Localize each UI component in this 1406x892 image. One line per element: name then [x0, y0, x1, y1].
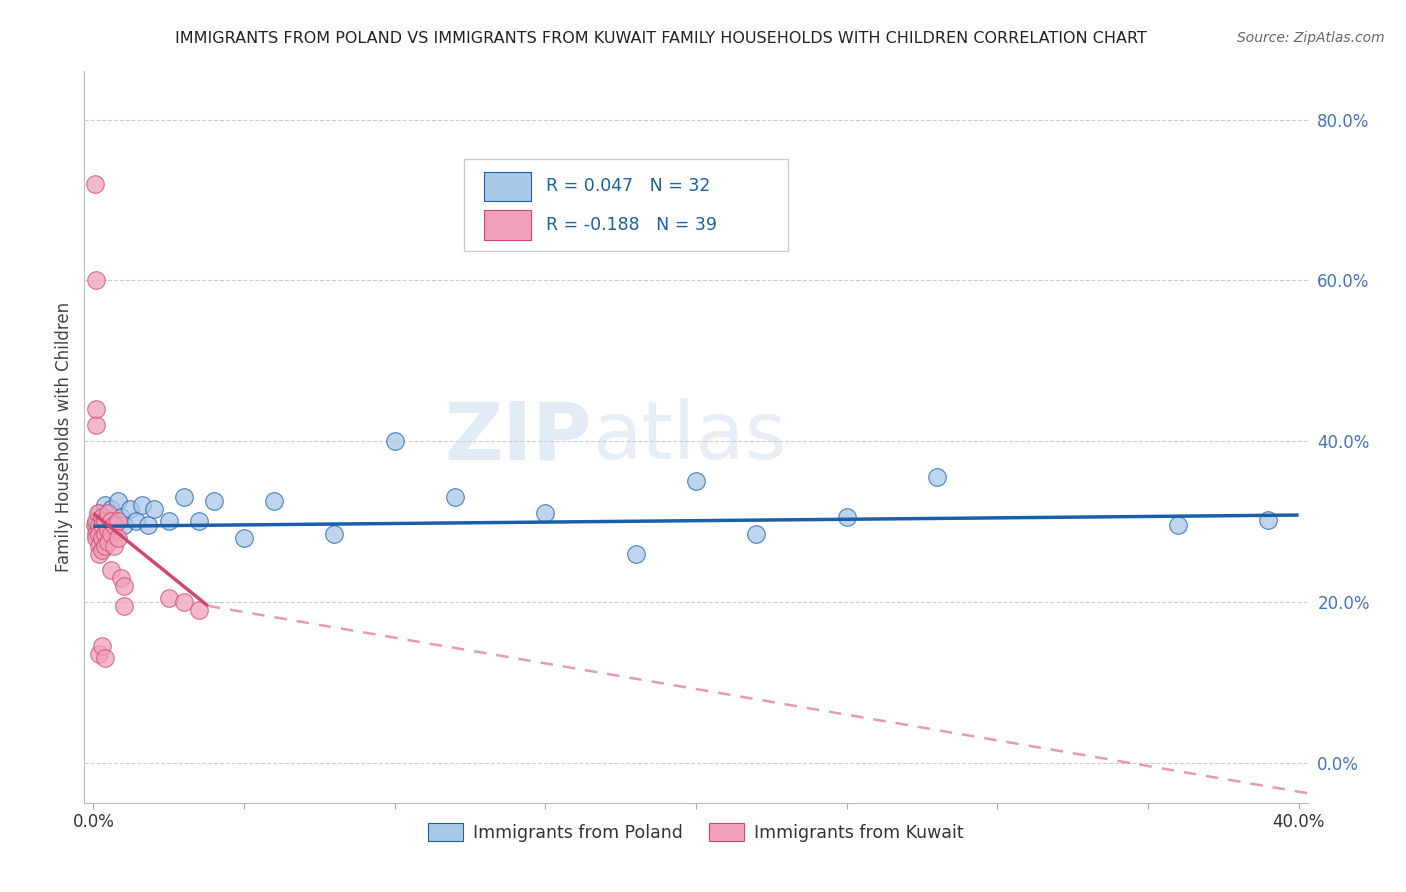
Point	[91, 542, 114, 557]
Point	[444, 491, 467, 505]
Text: Source: ZipAtlas.com: Source: ZipAtlas.com	[1237, 31, 1385, 45]
Point	[187, 603, 209, 617]
Point	[94, 539, 117, 553]
Point	[94, 499, 117, 513]
Point	[91, 510, 114, 524]
Point	[100, 526, 122, 541]
Point	[94, 651, 117, 665]
Point	[84, 526, 107, 541]
Point	[131, 499, 153, 513]
Y-axis label: Family Households with Children: Family Households with Children	[55, 302, 73, 572]
Point	[89, 547, 111, 561]
Point	[94, 526, 117, 541]
Point	[100, 502, 122, 516]
Text: atlas: atlas	[592, 398, 786, 476]
Point	[87, 507, 110, 521]
Point	[103, 518, 125, 533]
Point	[89, 647, 111, 661]
Point	[86, 515, 108, 529]
Point	[624, 547, 647, 561]
Point	[91, 518, 114, 533]
Text: R = -0.188   N = 39: R = -0.188 N = 39	[546, 216, 717, 234]
FancyBboxPatch shape	[464, 159, 787, 251]
Point	[86, 273, 108, 287]
Point	[112, 599, 135, 613]
Point	[110, 510, 132, 524]
Point	[124, 515, 146, 529]
Point	[110, 571, 132, 585]
Point	[94, 515, 117, 529]
Point	[89, 539, 111, 553]
Point	[103, 539, 125, 553]
Point	[97, 507, 120, 521]
Point	[91, 523, 114, 537]
Point	[534, 507, 557, 521]
Point	[100, 515, 122, 529]
Point	[97, 515, 120, 529]
Point	[685, 475, 707, 489]
Point	[136, 518, 159, 533]
Point	[86, 401, 108, 416]
Point	[107, 531, 129, 545]
Point	[84, 177, 107, 191]
Point	[89, 507, 111, 521]
Text: R = 0.047   N = 32: R = 0.047 N = 32	[546, 178, 710, 195]
Point	[89, 518, 111, 533]
Point	[142, 502, 165, 516]
Point	[157, 591, 180, 605]
Point	[97, 534, 120, 549]
Legend: Immigrants from Poland, Immigrants from Kuwait: Immigrants from Poland, Immigrants from …	[422, 816, 970, 849]
Point	[233, 531, 256, 545]
Point	[263, 494, 285, 508]
FancyBboxPatch shape	[484, 171, 531, 201]
Point	[118, 502, 141, 516]
Point	[107, 494, 129, 508]
Text: IMMIGRANTS FROM POLAND VS IMMIGRANTS FROM KUWAIT FAMILY HOUSEHOLDS WITH CHILDREN: IMMIGRANTS FROM POLAND VS IMMIGRANTS FRO…	[174, 31, 1147, 46]
Point	[91, 531, 114, 545]
Point	[323, 526, 346, 541]
Point	[89, 526, 111, 541]
Point	[835, 510, 858, 524]
Point	[112, 579, 135, 593]
Point	[100, 563, 122, 577]
Point	[86, 518, 108, 533]
Point	[202, 494, 225, 508]
Point	[187, 515, 209, 529]
Point	[173, 491, 195, 505]
Point	[173, 595, 195, 609]
Point	[1257, 513, 1279, 527]
Point	[745, 526, 768, 541]
Point	[97, 523, 120, 537]
Point	[86, 531, 108, 545]
Point	[157, 515, 180, 529]
FancyBboxPatch shape	[484, 211, 531, 240]
Point	[112, 518, 135, 533]
Point	[925, 470, 948, 484]
Point	[1167, 518, 1189, 533]
Point	[103, 518, 125, 533]
Point	[91, 639, 114, 653]
Point	[107, 515, 129, 529]
Text: ZIP: ZIP	[444, 398, 592, 476]
Point	[84, 518, 107, 533]
Point	[384, 434, 406, 449]
Point	[86, 417, 108, 432]
